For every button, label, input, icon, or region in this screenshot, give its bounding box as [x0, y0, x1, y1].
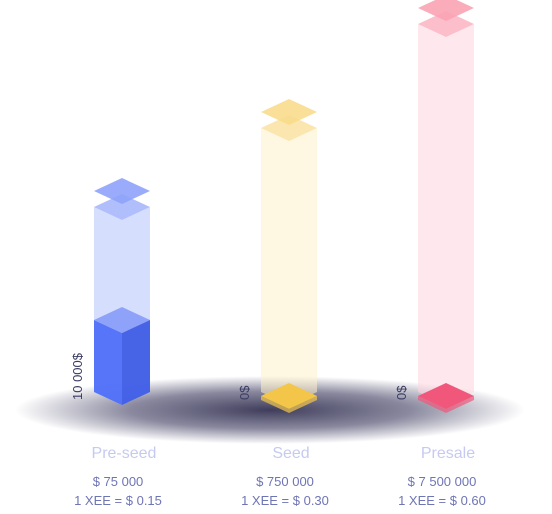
- base-plate-edge: [418, 396, 474, 413]
- stage-price: 1 XEE = $ 0.15: [74, 493, 162, 508]
- stage-name: Presale: [421, 445, 475, 462]
- goal-prism-right-face: [446, 24, 474, 405]
- goal-prism-right-face: [289, 128, 317, 405]
- bar-presale: 0$ Presale $ 7 500 000 1 XEE = $ 0.60: [394, 0, 486, 508]
- raised-prism-shade: [122, 320, 150, 405]
- raised-label: 0$: [394, 385, 409, 400]
- goal-prism-top-face: [94, 194, 150, 220]
- goal-prism-left-face: [418, 24, 446, 405]
- stage-name: Pre-seed: [92, 445, 157, 462]
- goal-prism-top-face: [418, 11, 474, 37]
- goal-cap: [261, 99, 317, 125]
- raised-label: 0$: [237, 385, 252, 400]
- goal-cap: [94, 178, 150, 204]
- stage-target: $ 750 000: [256, 474, 314, 489]
- bar-seed: 0$ Seed $ 750 000 1 XEE = $ 0.30: [237, 99, 329, 508]
- goal-prism-top-face: [261, 115, 317, 141]
- bar-pre-seed: 10 000$ Pre-seed $ 75 000 1 XEE = $ 0.15: [70, 178, 162, 508]
- raised-label: 10 000$: [70, 352, 85, 400]
- raised-prism-right-face: [122, 320, 150, 405]
- base-plate-edge: [261, 396, 317, 413]
- stage-price: 1 XEE = $ 0.60: [398, 493, 486, 508]
- stage-target: $ 7 500 000: [408, 474, 477, 489]
- stage-name: Seed: [272, 445, 309, 462]
- raised-prism-top-face: [94, 307, 150, 333]
- stage-target: $ 75 000: [93, 474, 144, 489]
- stage-price: 1 XEE = $ 0.30: [241, 493, 329, 508]
- goal-cap: [418, 0, 474, 21]
- raised-prism-left-face: [94, 320, 122, 405]
- goal-prism-left-face: [261, 128, 289, 405]
